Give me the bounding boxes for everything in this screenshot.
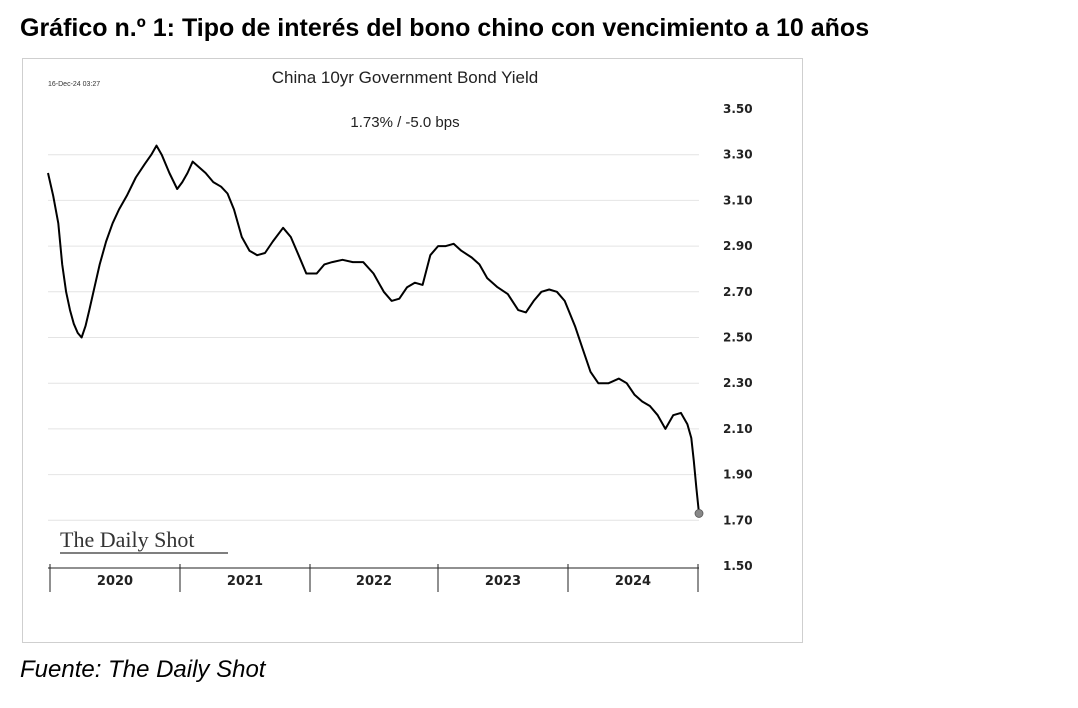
chart-frame: 16-Dec-24 03:27 China 10yr Government Bo…: [22, 58, 803, 643]
y-tick-label: 2.50: [723, 331, 753, 345]
chart-title: China 10yr Government Bond Yield: [272, 68, 539, 87]
y-tick-label: 2.70: [723, 285, 753, 299]
series-layer: [47, 144, 704, 518]
x-tick-label: 2022: [356, 574, 392, 589]
x-axis: 2020 2021 2022 2023 2024: [48, 564, 699, 592]
x-tick-label: 2023: [485, 574, 521, 589]
y-tick-label: 3.50: [723, 102, 753, 116]
y-tick-label: 2.90: [723, 239, 753, 253]
series-line: [47, 144, 700, 514]
y-tick-label: 1.50: [723, 559, 753, 573]
figure-title: Gráfico n.º 1: Tipo de interés del bono …: [20, 14, 870, 42]
y-axis: 3.50 3.30 3.10 2.90 2.70 2.50 2.30 2.10 1.90 1.70…: [723, 102, 753, 573]
chart-svg: 16-Dec-24 03:27 China 10yr Government Bo…: [47, 68, 753, 592]
last-value-marker: [694, 509, 704, 518]
y-tick-label: 1.70: [723, 513, 753, 527]
figure-source: Fuente: The Daily Shot: [20, 656, 266, 683]
watermark-logo: The Daily Shot: [60, 527, 194, 552]
x-tick-label: 2021: [227, 574, 263, 589]
y-tick-label: 3.30: [723, 148, 753, 162]
gridlines: [48, 154, 699, 521]
chart-timestamp: 16-Dec-24 03:27: [48, 81, 100, 88]
y-tick-label: 2.10: [723, 422, 753, 436]
y-tick-label: 2.30: [723, 376, 753, 390]
y-tick-label: 3.10: [723, 193, 753, 207]
x-tick-label: 2024: [615, 574, 651, 589]
y-tick-label: 1.90: [723, 468, 753, 482]
x-tick-label: 2020: [97, 574, 133, 589]
chart-subtitle: 1.73% / -5.0 bps: [350, 114, 459, 131]
